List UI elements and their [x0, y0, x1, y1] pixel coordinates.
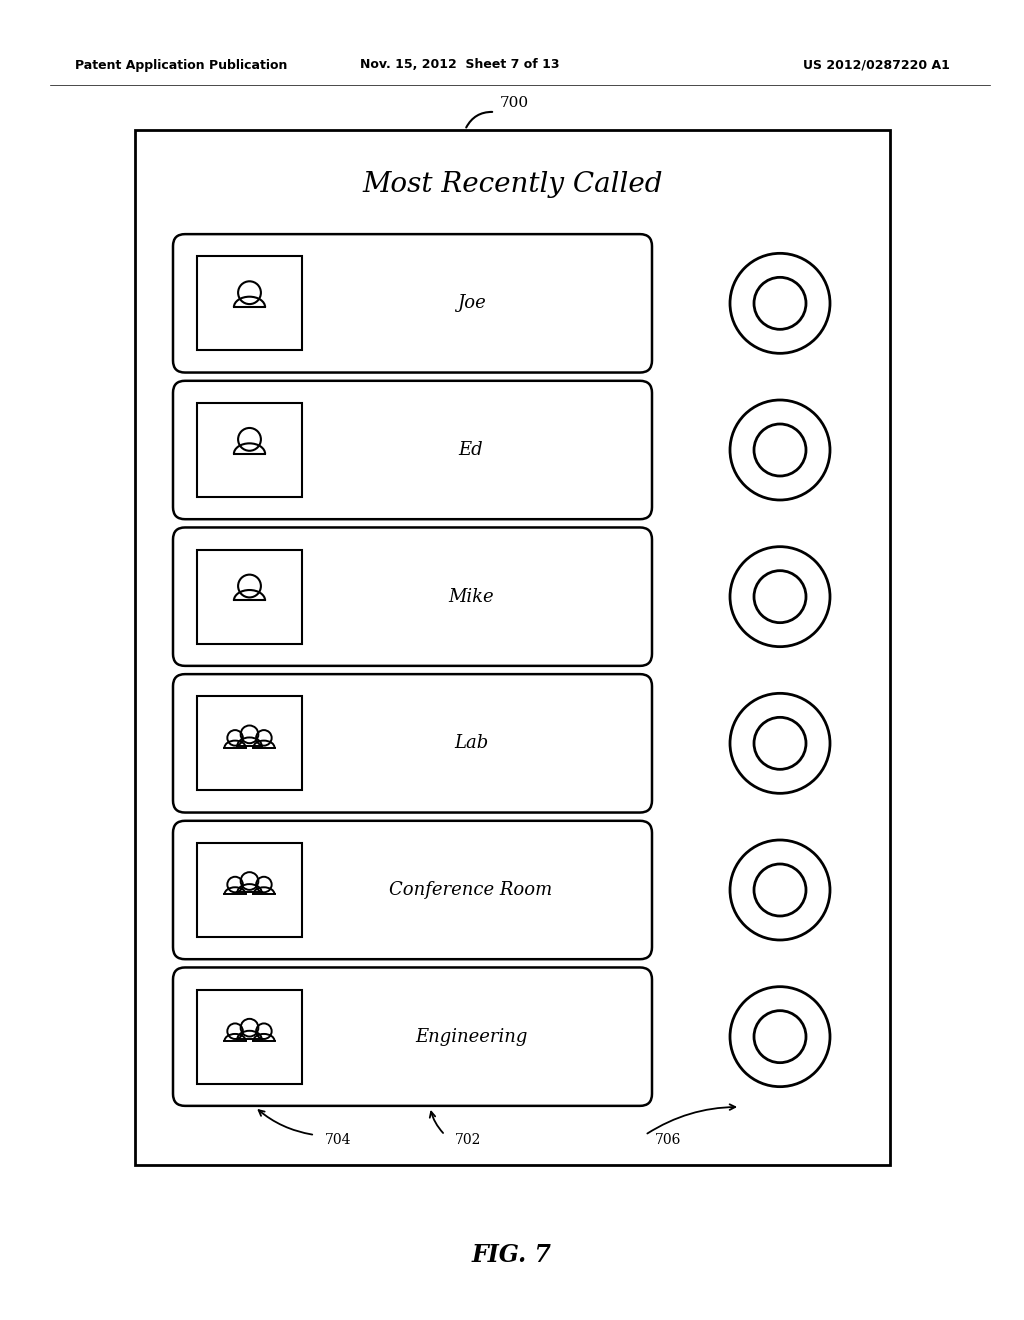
FancyBboxPatch shape	[173, 234, 652, 372]
Text: Conference Room: Conference Room	[389, 880, 553, 899]
FancyBboxPatch shape	[173, 380, 652, 519]
Text: US 2012/0287220 A1: US 2012/0287220 A1	[803, 58, 950, 71]
FancyBboxPatch shape	[197, 990, 302, 1084]
FancyBboxPatch shape	[197, 256, 302, 350]
FancyBboxPatch shape	[135, 129, 890, 1166]
FancyBboxPatch shape	[173, 968, 652, 1106]
Text: 700: 700	[500, 96, 529, 110]
Text: Lab: Lab	[454, 734, 488, 752]
FancyBboxPatch shape	[197, 549, 302, 644]
Text: Mike: Mike	[449, 587, 494, 606]
Text: Ed: Ed	[459, 441, 483, 459]
Text: 706: 706	[655, 1133, 681, 1147]
FancyBboxPatch shape	[197, 843, 302, 937]
Text: Most Recently Called: Most Recently Called	[362, 172, 663, 198]
Text: 702: 702	[455, 1133, 481, 1147]
FancyBboxPatch shape	[197, 697, 302, 791]
Text: FIG. 7: FIG. 7	[472, 1243, 552, 1267]
Text: Joe: Joe	[457, 294, 485, 313]
Text: Engineering: Engineering	[415, 1028, 527, 1045]
FancyBboxPatch shape	[173, 675, 652, 813]
FancyBboxPatch shape	[197, 403, 302, 496]
Text: 704: 704	[325, 1133, 351, 1147]
FancyBboxPatch shape	[173, 821, 652, 960]
FancyBboxPatch shape	[173, 528, 652, 665]
Text: Nov. 15, 2012  Sheet 7 of 13: Nov. 15, 2012 Sheet 7 of 13	[360, 58, 559, 71]
Text: Patent Application Publication: Patent Application Publication	[75, 58, 288, 71]
